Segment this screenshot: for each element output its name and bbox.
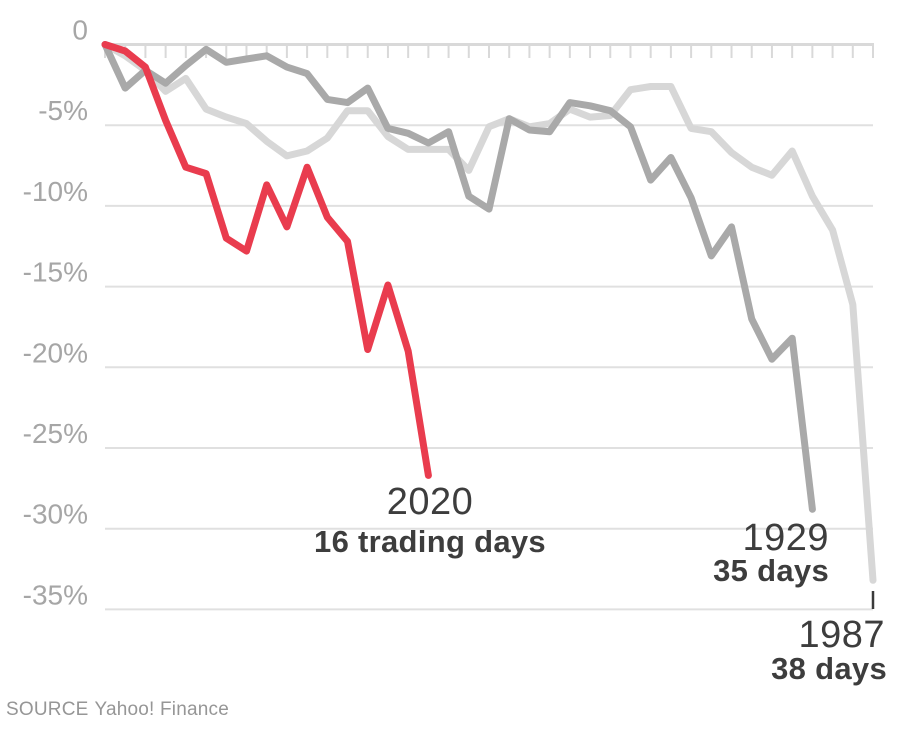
source-label: SOURCE: [6, 699, 89, 720]
source-attribution: SOURCE Yahoo! Finance: [6, 699, 229, 721]
series-label-1929-year: 1929: [742, 517, 829, 559]
y-axis-label: -20%: [23, 337, 88, 368]
source-value: Yahoo! Finance: [94, 699, 229, 720]
series-line-1929: [101, 41, 816, 513]
y-axis-label: -15%: [23, 257, 88, 288]
series-label-1987-year: 1987: [798, 614, 885, 656]
y-axis-label: 0: [72, 15, 88, 46]
series-line-1987: [101, 41, 877, 584]
y-axis-label: -5%: [38, 95, 88, 126]
series-label-2020-year: 2020: [386, 481, 474, 523]
y-axis-label: -25%: [23, 418, 88, 449]
series-label-1929-days: 35 days: [713, 553, 829, 588]
series-label-2020-days: 16 trading days: [314, 524, 546, 559]
series-label-1987-days: 38 days: [771, 651, 887, 686]
y-axis-label: -35%: [23, 579, 88, 610]
y-axis-label: -30%: [23, 499, 88, 530]
series-line-2020: [101, 41, 432, 479]
y-axis-label: -10%: [23, 176, 88, 207]
